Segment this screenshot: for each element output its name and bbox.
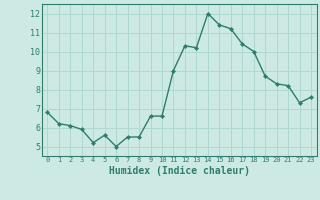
X-axis label: Humidex (Indice chaleur): Humidex (Indice chaleur) (109, 166, 250, 176)
